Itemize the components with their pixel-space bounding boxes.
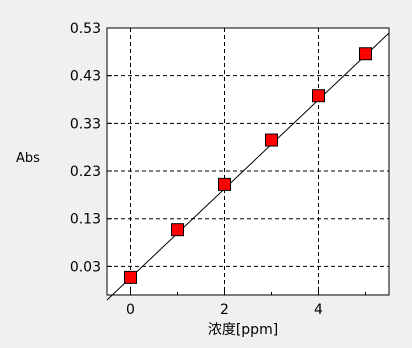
x-axis-label: 浓度[ppm] [208,322,278,338]
x-tick-label: 0 [126,302,135,318]
y-tick-label: 0.23 [70,164,101,180]
y-tick-label: 0.53 [70,21,101,37]
x-tick-labels: 0 2 4 [126,302,323,318]
x-tick-label: 4 [314,302,323,318]
data-point [124,270,137,284]
data-point [171,223,184,237]
data-points [124,47,372,284]
data-point [312,89,325,103]
data-point [359,47,372,61]
y-tick-label: 0.33 [70,116,101,132]
y-tick-labels: 0.03 0.13 0.23 0.33 0.43 0.53 [70,21,101,275]
data-point [218,177,231,191]
tick-marks [107,27,366,295]
y-tick-label: 0.43 [70,69,101,85]
y-tick-label: 0.13 [70,212,101,228]
y-axis-label: Abs [16,151,40,166]
plot-frame [106,27,390,296]
data-point [265,133,278,147]
plot-area [107,28,389,295]
x-tick-label: 2 [220,302,229,318]
y-tick-label: 0.03 [70,259,101,275]
fit-line-layer [106,32,390,301]
fit-line [106,32,390,301]
